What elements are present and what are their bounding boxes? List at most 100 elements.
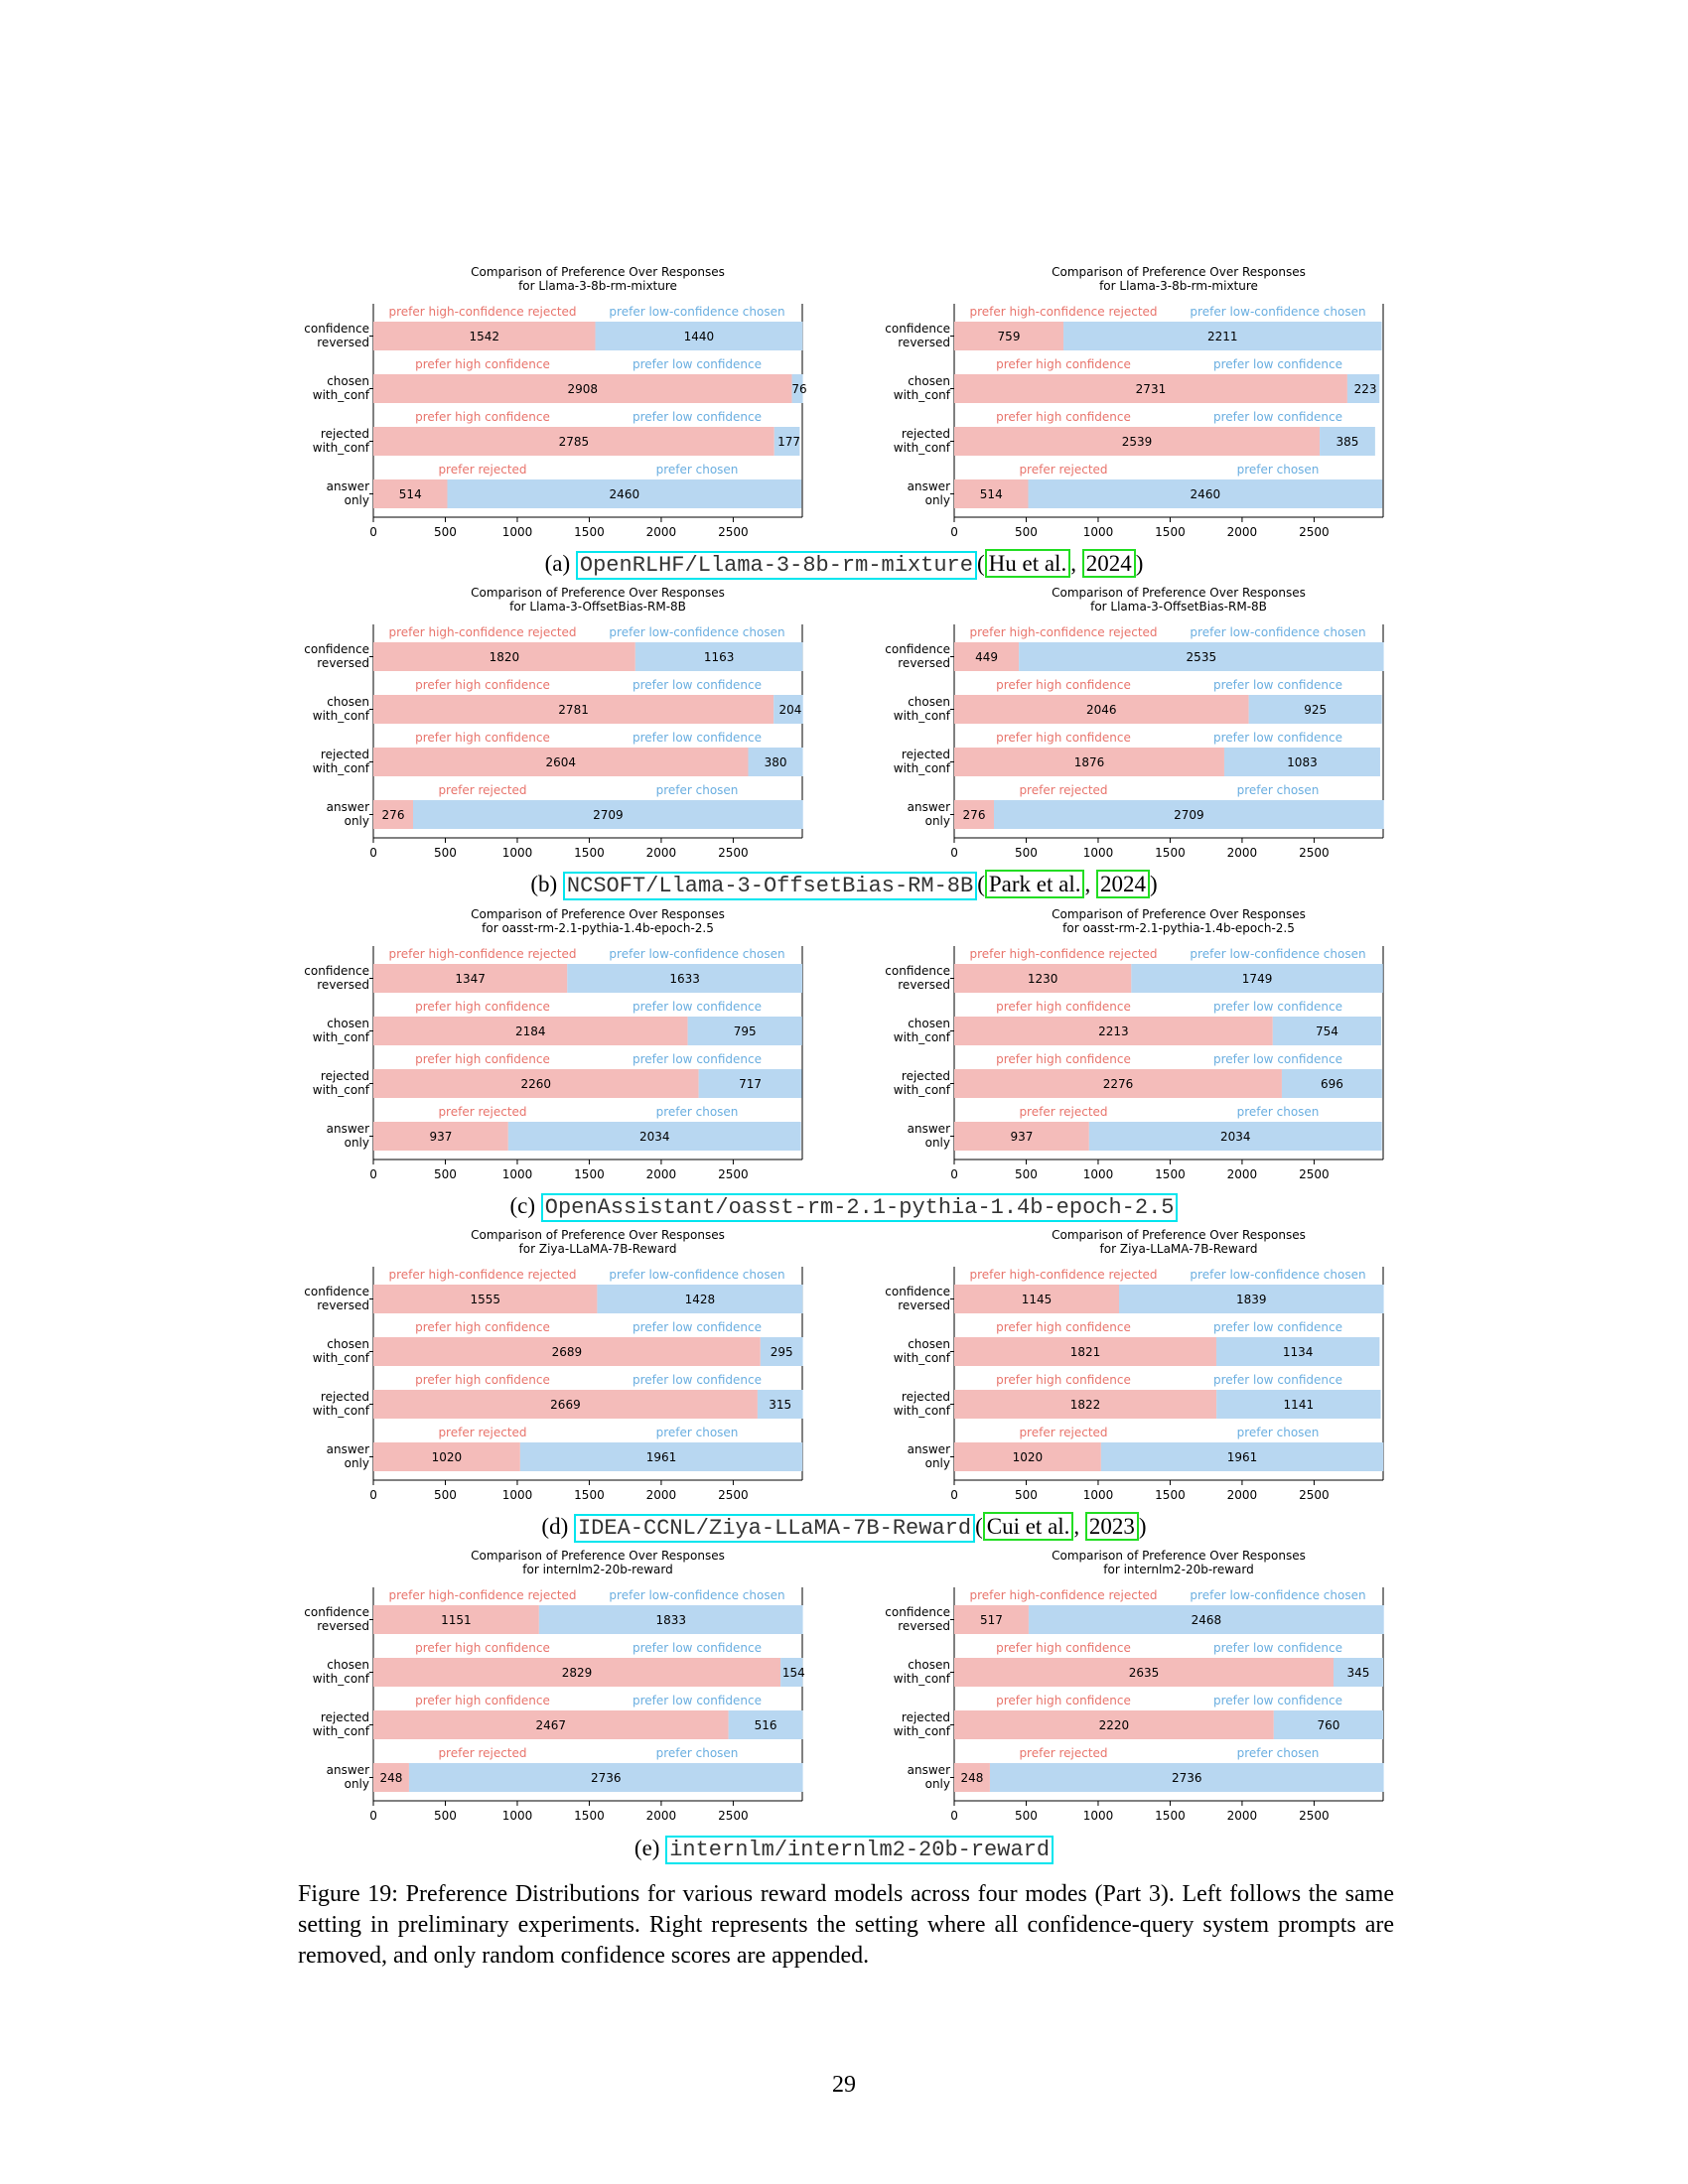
row-label-line1: confidence	[304, 322, 369, 336]
bar-value-label: 2709	[1174, 808, 1204, 822]
chart-title-line2: for Llama-3-8b-rm-mixture	[518, 279, 677, 293]
bar-top-label-blue: prefer low confidence	[1213, 1320, 1342, 1334]
row-label-line2: reversed	[317, 336, 369, 349]
citation-author-link[interactable]: Hu et al.	[984, 549, 1071, 578]
bar-red-segment	[373, 1658, 781, 1687]
x-tick-label: 1500	[1155, 846, 1186, 860]
bar-blue-segment	[687, 1017, 802, 1045]
row-label-line1: confidence	[304, 964, 369, 978]
x-tick-label: 2000	[646, 1167, 677, 1181]
bar-value-label: 1820	[490, 650, 520, 664]
subfigure-caption: (a) OpenRLHF/Llama-3-8b-rm-mixture(Hu et…	[544, 549, 1144, 580]
x-tick-label: 0	[950, 1488, 958, 1502]
bar-value-label: 1347	[455, 972, 486, 986]
x-tick-label: 0	[950, 846, 958, 860]
bar-blue-segment	[1028, 1605, 1384, 1634]
bar-value-label: 937	[429, 1130, 452, 1144]
row-label-line2: with_conf	[894, 441, 951, 455]
bar-blue-segment	[1118, 1285, 1384, 1313]
bar-top-label-red: prefer high-confidence rejected	[969, 1588, 1157, 1602]
bar-top-label-blue: prefer low confidence	[1213, 1373, 1342, 1387]
bar-value-label: 1961	[646, 1450, 677, 1464]
citation-author-link[interactable]: Park et al.	[984, 870, 1085, 898]
bar-top-label-blue: prefer low confidence	[1213, 357, 1342, 371]
model-name-link: internlm/internlm2-20b-reward	[665, 1836, 1055, 1864]
citation-author-link[interactable]: Cui et al.	[982, 1512, 1074, 1541]
row-label-line1: answer	[327, 1763, 369, 1777]
row-label-line1: chosen	[908, 374, 950, 388]
bar-blue-segment	[567, 964, 802, 993]
x-tick-label: 1500	[1155, 1167, 1186, 1181]
bar-blue-segment	[994, 800, 1384, 829]
x-tick-label: 2500	[718, 1809, 749, 1823]
bar-top-label-red: prefer high confidence	[415, 1373, 550, 1387]
bar-top-label-red: prefer high confidence	[415, 1320, 550, 1334]
bar-red-segment	[373, 374, 792, 403]
row-label-line2: only	[345, 1456, 369, 1470]
x-tick-label: 500	[434, 1167, 457, 1181]
citation-year-link[interactable]: 2024	[1081, 549, 1136, 578]
bar-red-segment	[373, 642, 635, 671]
bar-value-label: 1839	[1236, 1293, 1267, 1306]
bar-red-segment	[373, 1763, 409, 1792]
bar-value-label: 2460	[1191, 487, 1221, 501]
bar-value-label: 1428	[685, 1293, 716, 1306]
bar-blue-segment	[1333, 1658, 1383, 1687]
bar-value-label: 1961	[1227, 1450, 1258, 1464]
bar-value-label: 1163	[704, 650, 735, 664]
chart-2-left: Comparison of Preference Over Responses f…	[254, 581, 830, 869]
x-tick-label: 1500	[574, 525, 605, 539]
bar-value-label: 1833	[655, 1613, 686, 1627]
row-label-line2: reversed	[317, 1298, 369, 1312]
bar-red-segment	[373, 1017, 688, 1045]
row-label-line1: rejected	[902, 427, 950, 441]
row-label-line1: rejected	[902, 1069, 950, 1083]
bar-top-label-red: prefer rejected	[1019, 783, 1107, 797]
bar-value-label: 1555	[470, 1293, 500, 1306]
chart-3-right: Comparison of Preference Over Responses f…	[835, 902, 1411, 1190]
citation-year-link[interactable]: 2024	[1095, 870, 1150, 898]
bar-value-label: 2635	[1129, 1666, 1160, 1680]
bar-value-label: 795	[734, 1024, 757, 1038]
bar-top-label-red: prefer high-confidence rejected	[969, 1268, 1157, 1282]
bar-value-label: 1440	[684, 330, 715, 343]
bar-value-label: 248	[961, 1771, 984, 1785]
row-label-line2: with_conf	[313, 388, 370, 402]
chart-3-right-chart-svg: Comparison of Preference Over Responsesf…	[885, 907, 1384, 1181]
chart-3-left: Comparison of Preference Over Responses f…	[254, 902, 830, 1190]
bar-red-segment	[373, 695, 774, 724]
row-label-line2: reversed	[898, 1619, 950, 1633]
bar-top-label-blue: prefer chosen	[656, 463, 739, 477]
row-label-line2: with_conf	[313, 441, 370, 455]
chart-4-right: Comparison of Preference Over Responses f…	[835, 1223, 1411, 1511]
bar-value-label: 516	[755, 1718, 777, 1732]
subfigure-letter: (e)	[633, 1836, 660, 1860]
row-label-line2: reversed	[317, 656, 369, 670]
bar-top-label-red: prefer high-confidence rejected	[969, 947, 1157, 961]
bar-red-segment	[373, 427, 774, 456]
row-label-line2: reversed	[898, 978, 950, 992]
bar-value-label: 2034	[1220, 1130, 1251, 1144]
bar-blue-segment	[780, 1658, 803, 1687]
row-label-line2: with_conf	[894, 1672, 951, 1686]
bar-blue-segment	[634, 642, 803, 671]
bar-top-label-red: prefer rejected	[1019, 1746, 1107, 1760]
chart-title-line1: Comparison of Preference Over Responses	[471, 586, 725, 600]
bar-top-label-blue: prefer low-confidence chosen	[1190, 1268, 1365, 1282]
row-label-line2: with_conf	[894, 761, 951, 775]
bar-red-segment	[373, 1069, 699, 1098]
bar-value-label: 1821	[1070, 1345, 1101, 1359]
bar-top-label-blue: prefer low confidence	[633, 1000, 762, 1014]
citation-open: (	[975, 1514, 983, 1539]
bar-top-label-blue: prefer chosen	[1237, 1105, 1320, 1119]
bar-top-label-red: prefer high confidence	[996, 1052, 1131, 1066]
x-tick-label: 500	[434, 1488, 457, 1502]
citation-year-link[interactable]: 2023	[1084, 1512, 1139, 1541]
x-tick-label: 500	[434, 525, 457, 539]
row-label-line1: answer	[327, 800, 369, 814]
bar-value-label: 2467	[536, 1718, 567, 1732]
bar-value-label: 2539	[1122, 435, 1153, 449]
x-tick-label: 1000	[502, 525, 533, 539]
bar-top-label-blue: prefer low confidence	[633, 1320, 762, 1334]
row-label-line2: only	[345, 493, 369, 507]
